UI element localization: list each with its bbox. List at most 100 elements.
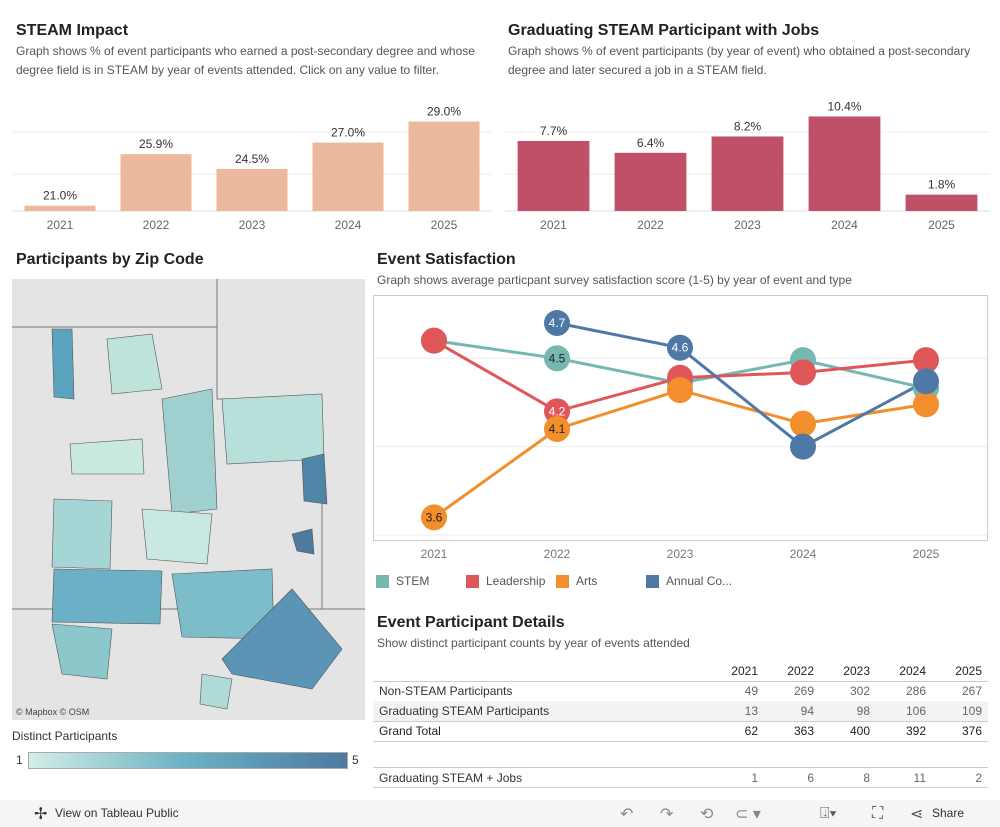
fullscreen-icon[interactable]: ⛶ (872, 804, 884, 822)
legend-item[interactable]: Leadership (466, 574, 556, 588)
x-tick-label: 2023 (239, 218, 266, 232)
point-label: 4.6 (672, 341, 689, 355)
bar-label: 27.0% (331, 126, 365, 140)
bar[interactable] (408, 121, 480, 211)
cell: 286 (905, 684, 926, 699)
x-tick-label: 2022 (143, 218, 170, 232)
data-point[interactable] (421, 504, 447, 531)
col-header: 2021 (731, 663, 758, 678)
x-tick-label: 2021 (421, 547, 448, 561)
jobs-title: Graduating STEAM Participant with Jobs (508, 22, 820, 39)
legend-item[interactable]: Annual Co... (646, 574, 736, 588)
bar[interactable] (312, 142, 384, 211)
legend-item[interactable]: STEM (376, 574, 466, 588)
share-icon[interactable]: ⋖ (910, 805, 924, 823)
view-on-tableau-link[interactable]: View on Tableau Public (55, 806, 179, 820)
table-row[interactable]: Graduating STEAM + Jobs 1 6 8 11 2 (373, 768, 988, 788)
legend-label: Annual Co... (666, 574, 733, 588)
legend-swatch (556, 574, 569, 588)
data-point[interactable] (544, 345, 570, 372)
bar[interactable] (711, 136, 784, 211)
zip-code-map[interactable]: © Mapbox © OSM (12, 279, 365, 720)
bar[interactable] (517, 141, 590, 211)
map-attribution: © Mapbox © OSM (16, 707, 89, 717)
legend-swatch (646, 574, 659, 588)
bar[interactable] (614, 152, 687, 211)
download-icon[interactable]: ⍗▾ (820, 804, 837, 822)
data-point[interactable] (913, 368, 939, 395)
row-label: Graduating STEAM + Jobs (379, 770, 523, 785)
data-point[interactable] (667, 334, 693, 361)
bar[interactable] (120, 154, 192, 211)
legend-label: Leadership (486, 574, 546, 588)
bar-label: 29.0% (427, 105, 461, 119)
table-row[interactable]: Graduating STEAM Participants 13 94 98 106 1… (373, 701, 988, 721)
bar[interactable] (905, 194, 978, 211)
bar-label: 1.8% (928, 178, 956, 192)
share-button[interactable]: Share (932, 806, 965, 820)
undo-icon[interactable]: ↶ (620, 805, 634, 823)
col-header: 2025 (955, 663, 982, 678)
x-tick-label: 2021 (540, 218, 567, 232)
refresh-icon[interactable]: ⊂ ▾ (735, 805, 761, 823)
point-label: 4.2 (549, 404, 566, 418)
map-legend-max: 5 (352, 753, 359, 767)
cell: 267 (961, 684, 982, 699)
map-legend-title: Distinct Participants (12, 729, 118, 743)
x-tick-label: 2024 (335, 218, 362, 232)
data-point[interactable] (913, 391, 939, 418)
cell: 106 (905, 703, 926, 718)
data-point[interactable] (667, 377, 693, 404)
cell: 392 (905, 724, 926, 738)
x-tick-label: 2022 (544, 547, 571, 561)
cell: 363 (793, 724, 814, 738)
jobs-subtitle: Graph shows % of event participants (by … (508, 44, 971, 77)
participant-details-table: 2021 2022 2023 2024 2025 Non-STEAM Parti… (373, 661, 988, 742)
bar[interactable] (808, 116, 881, 211)
grand-total-row[interactable]: Grand Total 62 363 400 392 376 (373, 721, 988, 741)
cell: 109 (961, 703, 982, 718)
bar[interactable] (24, 205, 96, 211)
cell: 49 (744, 684, 758, 699)
data-point[interactable] (790, 410, 816, 437)
map-title: Participants by Zip Code (16, 251, 204, 268)
plot-frame (373, 295, 988, 541)
details-title: Event Participant Details (377, 614, 565, 631)
satisfaction-subtitle: Graph shows average particpant survey sa… (377, 273, 852, 287)
col-header: 2022 (787, 663, 814, 678)
series-line-arts (433, 388, 927, 519)
revert-icon[interactable]: ⟲ (700, 805, 714, 823)
jobs-chart[interactable]: 7.7% 2021 6.4% 2022 8.2% 2023 10.4% 2024 1.8% 202… (505, 85, 990, 240)
data-point[interactable] (421, 327, 447, 354)
bar-label: 7.7% (540, 124, 568, 138)
satisfaction-legend: STEM Leadership Arts Annual Co... (376, 574, 736, 588)
data-point[interactable] (544, 309, 570, 336)
data-point[interactable] (913, 347, 939, 374)
bar-label: 21.0% (43, 189, 77, 203)
point-label: 3.6 (426, 510, 443, 524)
bar-label: 25.9% (139, 137, 173, 151)
data-point[interactable] (544, 415, 570, 442)
legend-label: Arts (576, 574, 598, 588)
bar-label: 8.2% (734, 119, 762, 133)
satisfaction-chart[interactable]: 2021 2022 2023 2024 2025 4.5 4.2 3.6 4.1 4.7 4.6 (373, 295, 988, 595)
bar-label: 24.5% (235, 152, 269, 166)
col-header: 2023 (843, 663, 870, 678)
steam-impact-chart[interactable]: 21.0% 2021 25.9% 2022 24.5% 2023 27.0% 2024 29.0… (12, 100, 492, 240)
bar[interactable] (216, 168, 288, 211)
details-subtitle: Show distinct participant counts by year… (377, 636, 690, 650)
table-row[interactable]: Non-STEAM Participants 49 269 302 286 267 (373, 681, 988, 701)
cell: 376 (961, 724, 982, 738)
x-tick-label: 2025 (431, 218, 458, 232)
data-point[interactable] (790, 433, 816, 460)
cell: 1 (751, 770, 758, 785)
cell: 11 (913, 770, 926, 785)
data-point[interactable] (790, 359, 816, 386)
x-tick-label: 2021 (47, 218, 74, 232)
redo-icon[interactable]: ↷ (660, 805, 674, 823)
legend-item[interactable]: Arts (556, 574, 646, 588)
row-label: Non-STEAM Participants (379, 684, 513, 699)
cell: 8 (863, 770, 870, 785)
satisfaction-title: Event Satisfaction (377, 251, 516, 268)
cell: 6 (807, 770, 814, 785)
